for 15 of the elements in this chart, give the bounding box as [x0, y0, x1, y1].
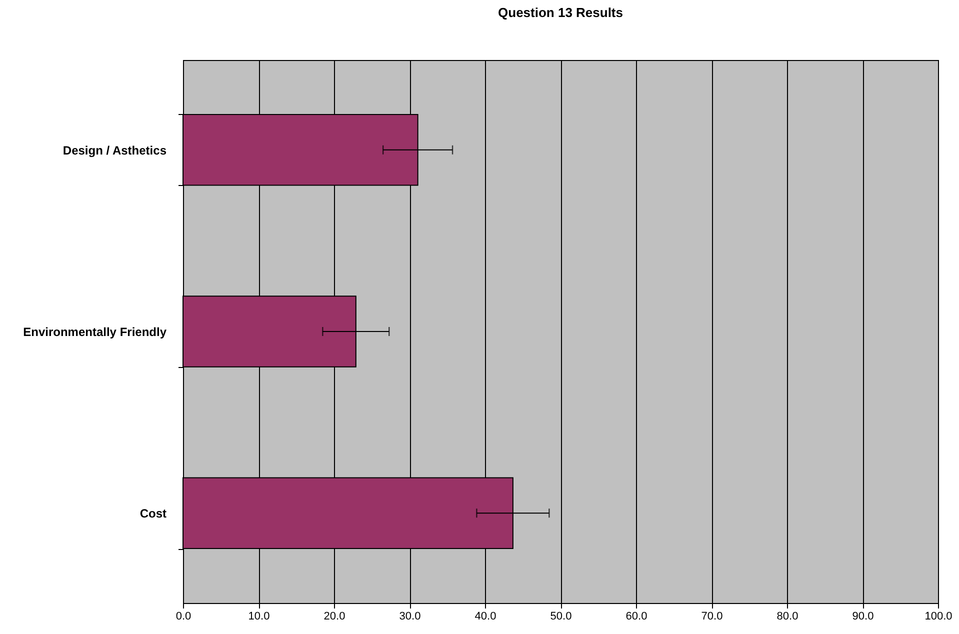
x-tick-label: 50.0	[550, 610, 572, 622]
x-tick-label: 90.0	[852, 610, 874, 622]
x-tick-label: 20.0	[324, 610, 346, 622]
y-tick-label: Design / Asthetics	[62, 143, 167, 158]
x-tick-label: 10.0	[248, 610, 270, 622]
x-tick-label: 60.0	[626, 610, 648, 622]
y-tick-label: Environmentally Friendly	[23, 325, 167, 339]
x-tick-label: 80.0	[776, 610, 798, 622]
chart-title: Question 13 Results	[498, 5, 623, 20]
y-tick-label: Cost	[140, 506, 166, 521]
x-tick-label: 70.0	[701, 610, 723, 622]
x-tick-label: 30.0	[399, 610, 421, 622]
x-tick-label: 0.0	[176, 610, 192, 622]
x-tick-label: 100.0	[924, 610, 952, 622]
x-tick-label: 40.0	[474, 610, 496, 622]
